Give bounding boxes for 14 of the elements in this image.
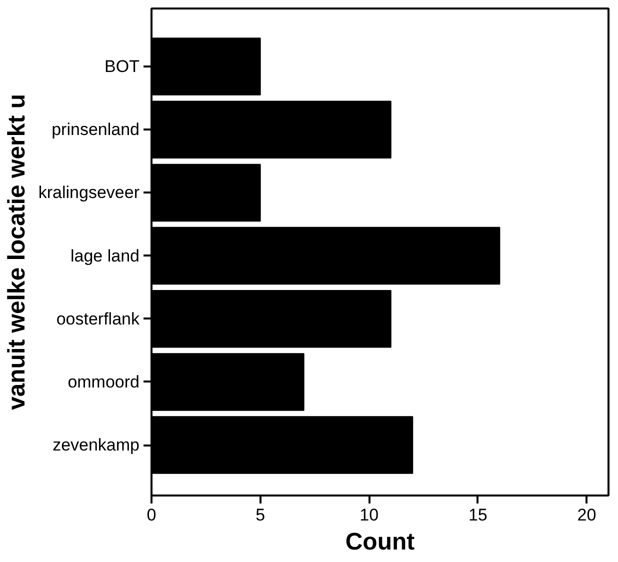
y-axis-title: vanuit welke locatie werkt u bbox=[3, 94, 30, 410]
y-tick-label: lage land bbox=[70, 246, 140, 266]
y-tick-label: oosterflank bbox=[56, 309, 140, 328]
x-tick-label: 15 bbox=[468, 506, 488, 524]
y-tick-label: kralingseveer bbox=[38, 183, 140, 202]
y-tick-label: zevenkamp bbox=[52, 436, 140, 455]
y-tick-label: ommoord bbox=[68, 372, 140, 392]
y-tick-label: BOT bbox=[104, 57, 140, 76]
y-tick-label: prinsenland bbox=[52, 120, 140, 140]
x-tick-label: 5 bbox=[256, 506, 266, 524]
x-tick-label: 0 bbox=[146, 506, 156, 524]
x-axis-title: Count bbox=[345, 528, 415, 556]
x-tick-label: 10 bbox=[360, 506, 379, 524]
x-tick-label: 20 bbox=[577, 506, 596, 524]
